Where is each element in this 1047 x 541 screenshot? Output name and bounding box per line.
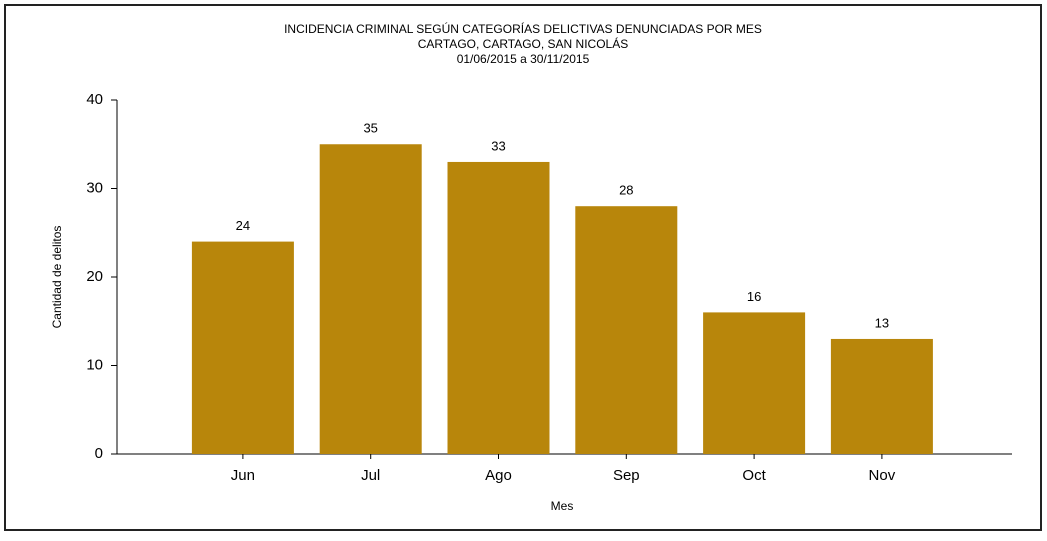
y-tick-label: 30 [86,179,103,196]
value-label: 28 [619,183,633,198]
bar [319,144,422,454]
x-tick-label: Ago [485,467,512,484]
x-tick-label: Jul [361,467,380,484]
x-axis-label: Mes [551,499,574,513]
bar [575,206,678,454]
x-tick-label: Nov [869,467,896,484]
chart-title: INCIDENCIA CRIMINAL SEGÚN CATEGORÍAS DEL… [284,21,762,36]
value-label: 13 [875,315,889,330]
value-label: 16 [747,289,761,304]
y-tick-label: 20 [86,268,103,285]
x-tick-label: Oct [742,467,766,484]
chart-subtitle: 01/06/2015 a 30/11/2015 [457,52,590,66]
x-tick-label: Sep [613,467,640,484]
y-axis-label: Cantidad de delitos [50,226,64,329]
value-label: 33 [491,138,505,153]
y-tick-label: 0 [95,445,103,462]
bar [703,312,806,454]
y-tick-label: 10 [86,356,103,373]
bar [830,338,933,454]
value-label: 35 [363,121,377,136]
bar [447,161,550,454]
value-label: 24 [236,218,250,233]
bar [191,241,294,454]
x-tick-label: Jun [231,467,255,484]
chart-subtitle: CARTAGO, CARTAGO, SAN NICOLÁS [418,36,629,51]
y-tick-label: 40 [86,91,103,108]
